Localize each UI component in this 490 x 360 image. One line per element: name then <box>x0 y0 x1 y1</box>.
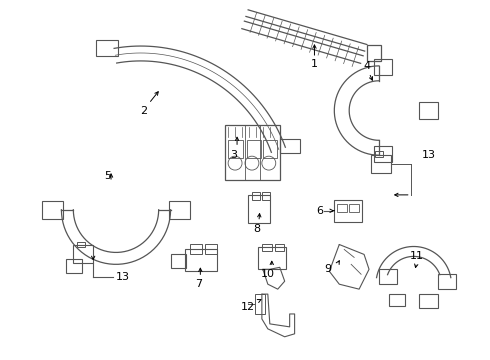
Text: 12: 12 <box>241 302 255 312</box>
Bar <box>371 155 391 173</box>
Bar <box>374 59 392 75</box>
Bar <box>275 243 284 251</box>
Text: 10: 10 <box>261 269 275 279</box>
Bar <box>389 294 405 306</box>
Text: 1: 1 <box>311 59 318 69</box>
Bar <box>66 260 82 273</box>
Bar <box>248 195 270 223</box>
Bar <box>379 269 397 284</box>
Text: 2: 2 <box>140 105 147 116</box>
Bar <box>171 255 187 268</box>
Bar <box>262 192 270 200</box>
Bar <box>367 45 381 61</box>
Bar <box>334 200 362 222</box>
Bar <box>228 140 243 158</box>
Bar <box>42 201 63 219</box>
Bar <box>337 204 347 212</box>
Bar <box>375 151 383 157</box>
Bar <box>418 102 439 120</box>
Text: 5: 5 <box>104 171 112 181</box>
Text: 11: 11 <box>410 251 424 261</box>
Text: 9: 9 <box>324 264 331 274</box>
Bar <box>418 294 439 308</box>
Bar <box>262 243 272 251</box>
Text: 13: 13 <box>421 150 436 160</box>
Bar <box>96 40 118 56</box>
Text: 8: 8 <box>253 224 261 234</box>
Bar <box>255 294 265 314</box>
Bar <box>191 244 202 255</box>
Text: 13: 13 <box>116 272 130 282</box>
Bar <box>205 244 217 255</box>
Bar <box>169 201 191 219</box>
Text: 6: 6 <box>316 206 323 216</box>
Bar <box>77 242 85 247</box>
Bar <box>185 249 217 271</box>
Bar <box>263 140 277 158</box>
Text: 4: 4 <box>364 61 370 71</box>
Text: 3: 3 <box>231 150 238 160</box>
Bar <box>225 125 280 180</box>
Bar <box>374 146 392 162</box>
Bar <box>74 246 93 264</box>
Bar <box>247 140 261 158</box>
Bar <box>439 274 456 289</box>
Bar <box>349 204 359 212</box>
Text: 7: 7 <box>195 279 202 289</box>
Bar <box>280 139 300 153</box>
Bar <box>258 247 286 269</box>
Bar <box>252 192 260 200</box>
